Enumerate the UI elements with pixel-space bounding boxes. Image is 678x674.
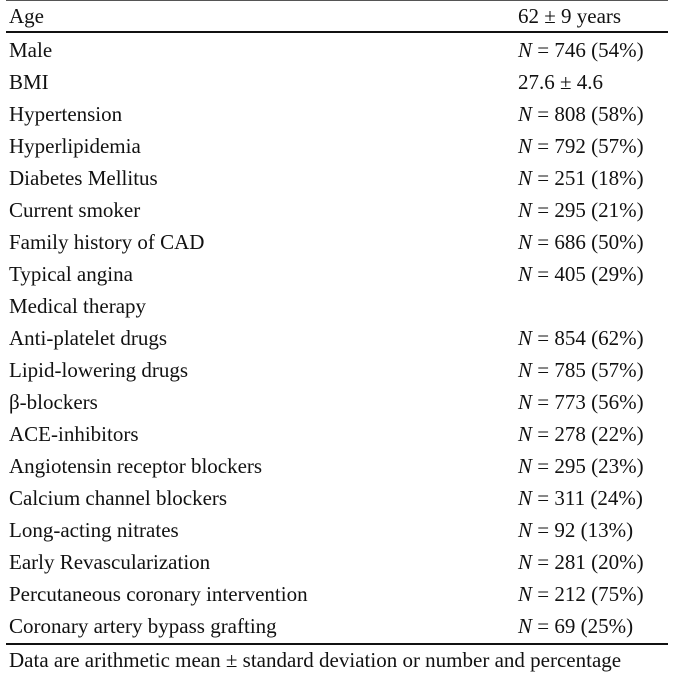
- table-row: Hyperlipidemia N = 792 (57%): [0, 130, 668, 162]
- n-symbol: N: [518, 614, 533, 638]
- row-label: Family history of CAD: [9, 230, 205, 254]
- n-symbol: N: [518, 198, 533, 222]
- row-value: N = 405 (29%): [518, 258, 644, 290]
- row-value-text: 27.6 ± 4.6: [518, 70, 604, 94]
- table-row: Lipid-lowering drugs N = 785 (57%): [0, 354, 668, 386]
- row-label: ACE-inhibitors: [9, 422, 139, 446]
- row-value: 27.6 ± 4.6: [518, 66, 603, 98]
- n-symbol: N: [518, 134, 533, 158]
- n-symbol: N: [518, 358, 533, 382]
- row-value-text: = 92 (13%): [532, 518, 634, 542]
- row-value-text: = 69 (25%): [532, 614, 634, 638]
- table-row: Diabetes Mellitus N = 251 (18%): [0, 162, 668, 194]
- row-label: Early Revascularization: [9, 550, 211, 574]
- row-value: N = 295 (23%): [518, 450, 644, 482]
- row-label: Anti-platelet drugs: [9, 326, 168, 350]
- table-top-rule: [6, 0, 668, 1]
- row-value-text: = 746 (54%): [532, 38, 644, 62]
- row-value-text: = 281 (20%): [532, 550, 644, 574]
- table-row: ACE-inhibitors N = 278 (22%): [0, 418, 668, 450]
- n-symbol: N: [518, 550, 533, 574]
- row-value: N = 212 (75%): [518, 578, 644, 610]
- row-label: Calcium channel blockers: [9, 486, 228, 510]
- n-symbol: N: [518, 422, 533, 446]
- n-symbol: N: [518, 486, 533, 510]
- row-value: N = 311 (24%): [518, 482, 643, 514]
- table-row: Current smoker N = 295 (21%): [0, 194, 668, 226]
- row-label: Coronary artery bypass grafting: [9, 614, 277, 638]
- row-value-text: = 808 (58%): [532, 102, 644, 126]
- table-row: Anti-platelet drugs N = 854 (62%): [0, 322, 668, 354]
- row-label: Hypertension: [9, 102, 123, 126]
- table-row: Long-acting nitrates N = 92 (13%): [0, 514, 668, 546]
- row-label: Current smoker: [9, 198, 141, 222]
- row-value: N = 854 (62%): [518, 322, 644, 354]
- table-bottom-rule: [6, 643, 668, 645]
- n-symbol: N: [518, 326, 533, 350]
- row-label: Medical therapy: [9, 294, 147, 318]
- row-value-text: = 278 (22%): [532, 422, 644, 446]
- row-value: N = 281 (20%): [518, 546, 644, 578]
- row-label: Angiotensin receptor blockers: [9, 454, 263, 478]
- row-value: N = 773 (56%): [518, 386, 644, 418]
- table-row: Early Revascularization N = 281 (20%): [0, 546, 668, 578]
- row-value: N = 251 (18%): [518, 162, 644, 194]
- table-row: BMI 27.6 ± 4.6: [0, 66, 668, 98]
- row-value-text: = 686 (50%): [532, 230, 644, 254]
- header-value: 62 ± 9 years: [518, 4, 622, 28]
- table-row: Typical angina N = 405 (29%): [0, 258, 668, 290]
- row-value: N = 785 (57%): [518, 354, 644, 386]
- row-value-text: = 785 (57%): [532, 358, 644, 382]
- row-value-text: = 295 (23%): [532, 454, 644, 478]
- row-label: Diabetes Mellitus: [9, 166, 158, 190]
- table-row: Coronary artery bypass grafting N = 69 (2…: [0, 610, 668, 642]
- table-header-row: Age 62 ± 9 years: [0, 0, 668, 32]
- row-value-text: = 212 (75%): [532, 582, 644, 606]
- n-symbol: N: [518, 166, 533, 190]
- row-value-text: = 295 (21%): [532, 198, 644, 222]
- row-label: Percutaneous coronary intervention: [9, 582, 308, 606]
- row-label: BMI: [9, 70, 49, 94]
- row-value-text: = 251 (18%): [532, 166, 644, 190]
- row-value: N = 792 (57%): [518, 130, 644, 162]
- row-value-text: = 792 (57%): [532, 134, 644, 158]
- n-symbol: N: [518, 102, 533, 126]
- n-symbol: N: [518, 518, 533, 542]
- row-label: Male: [9, 38, 53, 62]
- table-header-rule: [6, 31, 668, 33]
- header-label: Age: [9, 4, 44, 28]
- table-row: Calcium channel blockers N = 311 (24%): [0, 482, 668, 514]
- row-value-text: = 311 (24%): [532, 486, 643, 510]
- row-value: N = 686 (50%): [518, 226, 644, 258]
- n-symbol: N: [518, 582, 533, 606]
- row-label: Typical angina: [9, 262, 133, 286]
- table-row: Hypertension N = 808 (58%): [0, 98, 668, 130]
- table-row: Medical therapy: [0, 290, 668, 322]
- n-symbol: N: [518, 38, 533, 62]
- n-symbol: N: [518, 454, 533, 478]
- row-label: Lipid-lowering drugs: [9, 358, 189, 382]
- n-symbol: N: [518, 230, 533, 254]
- row-value-text: = 773 (56%): [532, 390, 644, 414]
- row-label: Hyperlipidemia: [9, 134, 141, 158]
- row-value-text: = 854 (62%): [532, 326, 644, 350]
- row-label: β-blockers: [9, 390, 98, 414]
- row-value-text: = 405 (29%): [532, 262, 644, 286]
- table-row: Male N = 746 (54%): [0, 34, 668, 66]
- row-value: N = 295 (21%): [518, 194, 644, 226]
- row-value: N = 92 (13%): [518, 514, 633, 546]
- table-row: Family history of CAD N = 686 (50%): [0, 226, 668, 258]
- table-row: Angiotensin receptor blockers N = 295 (23…: [0, 450, 668, 482]
- table-footnote: Data are arithmetic mean ± standard devi…: [9, 648, 622, 672]
- row-label: Long-acting nitrates: [9, 518, 179, 542]
- n-symbol: N: [518, 262, 533, 286]
- table-row: β-blockers N = 773 (56%): [0, 386, 668, 418]
- row-value: N = 278 (22%): [518, 418, 644, 450]
- row-value: N = 746 (54%): [518, 34, 644, 66]
- n-symbol: N: [518, 390, 533, 414]
- table-row: Percutaneous coronary intervention N = 21…: [0, 578, 668, 610]
- row-value: N = 808 (58%): [518, 98, 644, 130]
- row-value: N = 69 (25%): [518, 610, 633, 642]
